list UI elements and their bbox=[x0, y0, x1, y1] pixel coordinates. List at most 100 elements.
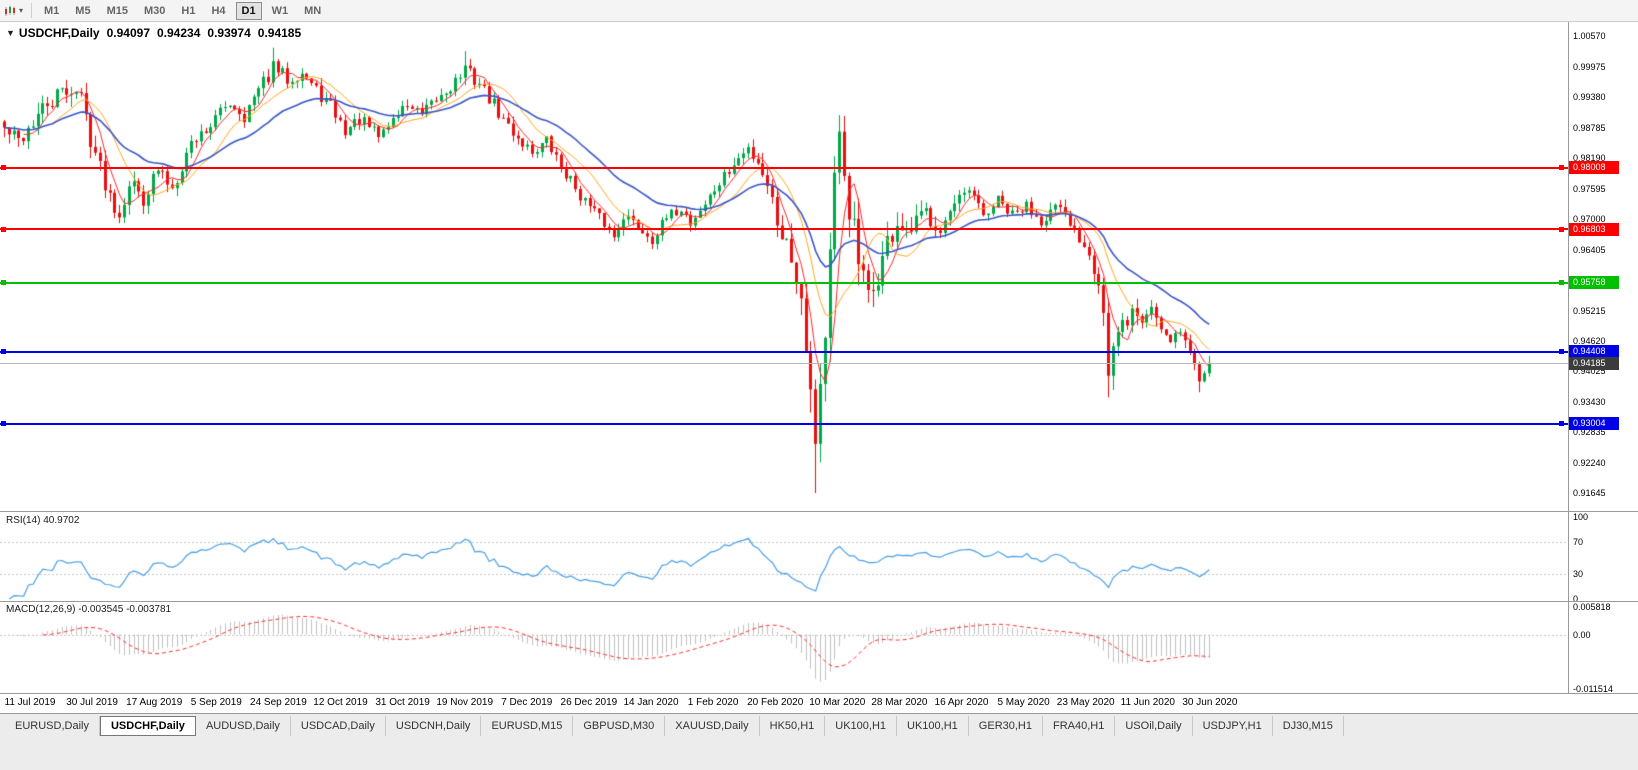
timeframe-button-h1[interactable]: H1 bbox=[181, 4, 196, 17]
chart-tab-gbpusd-m30[interactable]: GBPUSD,M30 bbox=[573, 715, 666, 736]
line-handle[interactable] bbox=[1559, 349, 1564, 355]
panel-separator[interactable] bbox=[0, 601, 1638, 602]
line-handle[interactable] bbox=[1, 280, 6, 286]
horizontal-line-0.93004[interactable] bbox=[0, 422, 1568, 425]
price-axis-tick: 0.95215 bbox=[1573, 305, 1606, 316]
price-axis-tick: 0.91645 bbox=[1573, 488, 1606, 499]
chart-title: ▼ USDCHF,Daily 0.94097 0.94234 0.93974 0… bbox=[6, 26, 301, 40]
time-axis-label: 11 Jul 2019 bbox=[4, 697, 56, 708]
time-axis-label: 19 Nov 2019 bbox=[436, 697, 494, 708]
time-axis-label: 5 May 2020 bbox=[997, 697, 1050, 708]
price-axis-tick: 0.96405 bbox=[1573, 244, 1606, 255]
horizontal-line-0.98008[interactable] bbox=[0, 166, 1568, 169]
price-level-badge: 0.98008 bbox=[1569, 161, 1619, 174]
macd-axis-tick: 0.005818 bbox=[1573, 602, 1611, 612]
time-axis-label: 14 Jan 2020 bbox=[623, 697, 679, 708]
line-handle[interactable] bbox=[1559, 165, 1564, 170]
panel-separator bbox=[0, 693, 1638, 694]
chart-tab-bar: EURUSD,Daily USDCHF,Daily AUDUSD,Daily USDC… bbox=[0, 713, 1638, 737]
toolbar-separator bbox=[31, 3, 33, 18]
chart-tab-audusd-daily[interactable]: AUDUSD,Daily bbox=[196, 715, 291, 736]
rsi-axis-tick: 30 bbox=[1573, 569, 1584, 580]
price-axis[interactable]: 1.00570 0.99975 0.99380 0.98785 0.98190 0.975… bbox=[1569, 22, 1638, 694]
price-level-badge: 0.93004 bbox=[1569, 417, 1619, 431]
timeframe-button-mn[interactable]: MN bbox=[304, 4, 322, 17]
rsi-axis-tick: 70 bbox=[1573, 536, 1584, 547]
price-level-badge: 0.96803 bbox=[1569, 222, 1619, 236]
timeframe-button-group: M1 M5 M15 M30 H1 H4 D1 W1 MN bbox=[36, 1, 329, 20]
horizontal-line-0.95758[interactable] bbox=[0, 281, 1568, 284]
chart-tab-uk100-h1[interactable]: UK100,H1 bbox=[825, 715, 898, 736]
time-axis-label: 16 Apr 2020 bbox=[934, 697, 989, 708]
panel-separator[interactable] bbox=[0, 511, 1638, 512]
time-axis-label: 28 Mar 2020 bbox=[871, 697, 928, 708]
macd-axis-tick: 0.00 bbox=[1573, 629, 1591, 640]
chart-tab-xauusd-daily[interactable]: XAUUSD,Daily bbox=[665, 715, 760, 736]
line-handle[interactable] bbox=[1, 165, 6, 170]
price-axis-tick: 0.97595 bbox=[1573, 183, 1606, 194]
time-axis-label: 10 Mar 2020 bbox=[809, 697, 866, 708]
price-axis-tick: 0.93430 bbox=[1573, 396, 1606, 407]
chart-tab-usdjpy-h1[interactable]: USDJPY,H1 bbox=[1193, 715, 1273, 736]
timeframe-button-m1[interactable]: M1 bbox=[44, 4, 60, 17]
time-axis-label: 17 Aug 2019 bbox=[126, 697, 183, 708]
chart-tab-uk100-h1[interactable]: UK100,H1 bbox=[897, 715, 969, 736]
timeframe-button-m30[interactable]: M30 bbox=[143, 4, 166, 17]
rsi-indicator-label: RSI(14) 40.9702 bbox=[6, 515, 80, 526]
price-axis-tick: 0.92240 bbox=[1573, 457, 1606, 468]
line-handle[interactable] bbox=[1559, 226, 1564, 232]
timeframe-button-h4[interactable]: H4 bbox=[211, 4, 226, 17]
chart-tab-usdcad-daily[interactable]: USDCAD,Daily bbox=[291, 715, 386, 736]
time-axis-label: 23 May 2020 bbox=[1056, 697, 1115, 708]
time-axis-label: 7 Dec 2019 bbox=[501, 697, 553, 708]
chart-tab-dj30-m15[interactable]: DJ30,M15 bbox=[1273, 715, 1344, 736]
price-axis-tick: 0.97000 bbox=[1573, 214, 1606, 225]
line-handle[interactable] bbox=[1, 421, 6, 427]
price-level-badge: 0.94408 bbox=[1569, 345, 1619, 359]
time-axis-label: 20 Feb 2020 bbox=[747, 697, 804, 708]
time-axis-label: 30 Jun 2020 bbox=[1182, 697, 1238, 708]
time-axis-label: 24 Sep 2019 bbox=[250, 697, 307, 708]
chart-tab-usoil-daily[interactable]: USOil,Daily bbox=[1115, 715, 1193, 736]
price-axis-tick: 1.00570 bbox=[1573, 31, 1606, 42]
chart-tab-fra40-h1[interactable]: FRA40,H1 bbox=[1043, 715, 1116, 736]
line-handle[interactable] bbox=[1, 226, 6, 232]
horizontal-line-0.94408[interactable] bbox=[0, 350, 1568, 353]
time-axis-label: 30 Jul 2019 bbox=[66, 697, 118, 708]
chart-tab-hk50-h1[interactable]: HK50,H1 bbox=[760, 715, 826, 736]
price-axis-tick: 0.98190 bbox=[1573, 153, 1606, 164]
chart-tab-eurusd-m15[interactable]: EURUSD,M15 bbox=[481, 715, 574, 736]
time-axis-label: 5 Sep 2019 bbox=[190, 697, 242, 708]
macd-indicator-label: MACD(12,26,9) -0.003545 -0.003781 bbox=[6, 604, 172, 615]
chart-tab-ger30-h1[interactable]: GER30,H1 bbox=[969, 715, 1043, 736]
rsi-axis-tick: 100 bbox=[1573, 512, 1589, 522]
time-axis-label: 12 Oct 2019 bbox=[313, 697, 368, 708]
line-handle[interactable] bbox=[1559, 421, 1564, 427]
chart-type-icon[interactable]: ▾ bbox=[0, 0, 27, 21]
line-handle[interactable] bbox=[1, 349, 6, 355]
time-axis[interactable]: 11 Jul 2019 30 Jul 2019 17 Aug 2019 5 Sep 2… bbox=[0, 694, 1638, 713]
price-axis-tick: 0.94025 bbox=[1573, 366, 1606, 377]
timeframe-button-m15[interactable]: M15 bbox=[106, 4, 128, 17]
price-axis-tick: 0.99380 bbox=[1573, 92, 1606, 103]
timeframe-button-w1[interactable]: W1 bbox=[271, 4, 289, 17]
chart-tab-usdcnh-daily[interactable]: USDCNH,Daily bbox=[386, 715, 482, 736]
ohlc-low: 0.93974 bbox=[207, 26, 251, 40]
time-axis-label: 11 Jun 2020 bbox=[1120, 697, 1175, 708]
chart-menu-triangle-icon[interactable]: ▼ bbox=[6, 28, 15, 38]
ohlc-open: 0.94097 bbox=[106, 26, 150, 40]
timeframe-button-d1[interactable]: D1 bbox=[235, 1, 262, 20]
horizontal-line-0.96803[interactable] bbox=[0, 228, 1568, 231]
timeframe-button-m5[interactable]: M5 bbox=[75, 4, 91, 17]
price-axis-border bbox=[1568, 22, 1569, 693]
timeframe-toolbar: ▾ M1 M5 M15 M30 H1 H4 D1 W1 MN bbox=[0, 0, 1638, 22]
price-axis-tick: 0.94620 bbox=[1573, 335, 1606, 346]
current-price-badge: 0.94185 bbox=[1569, 356, 1619, 370]
chart-symbol-label: USDCHF,Daily bbox=[18, 26, 100, 40]
chart-tab-usdchf-daily[interactable]: USDCHF,Daily bbox=[99, 715, 196, 736]
line-handle[interactable] bbox=[1559, 280, 1564, 286]
chart-tab-eurusd-daily[interactable]: EURUSD,Daily bbox=[5, 715, 100, 736]
rsi-axis-tick: 0 bbox=[1573, 594, 1579, 604]
